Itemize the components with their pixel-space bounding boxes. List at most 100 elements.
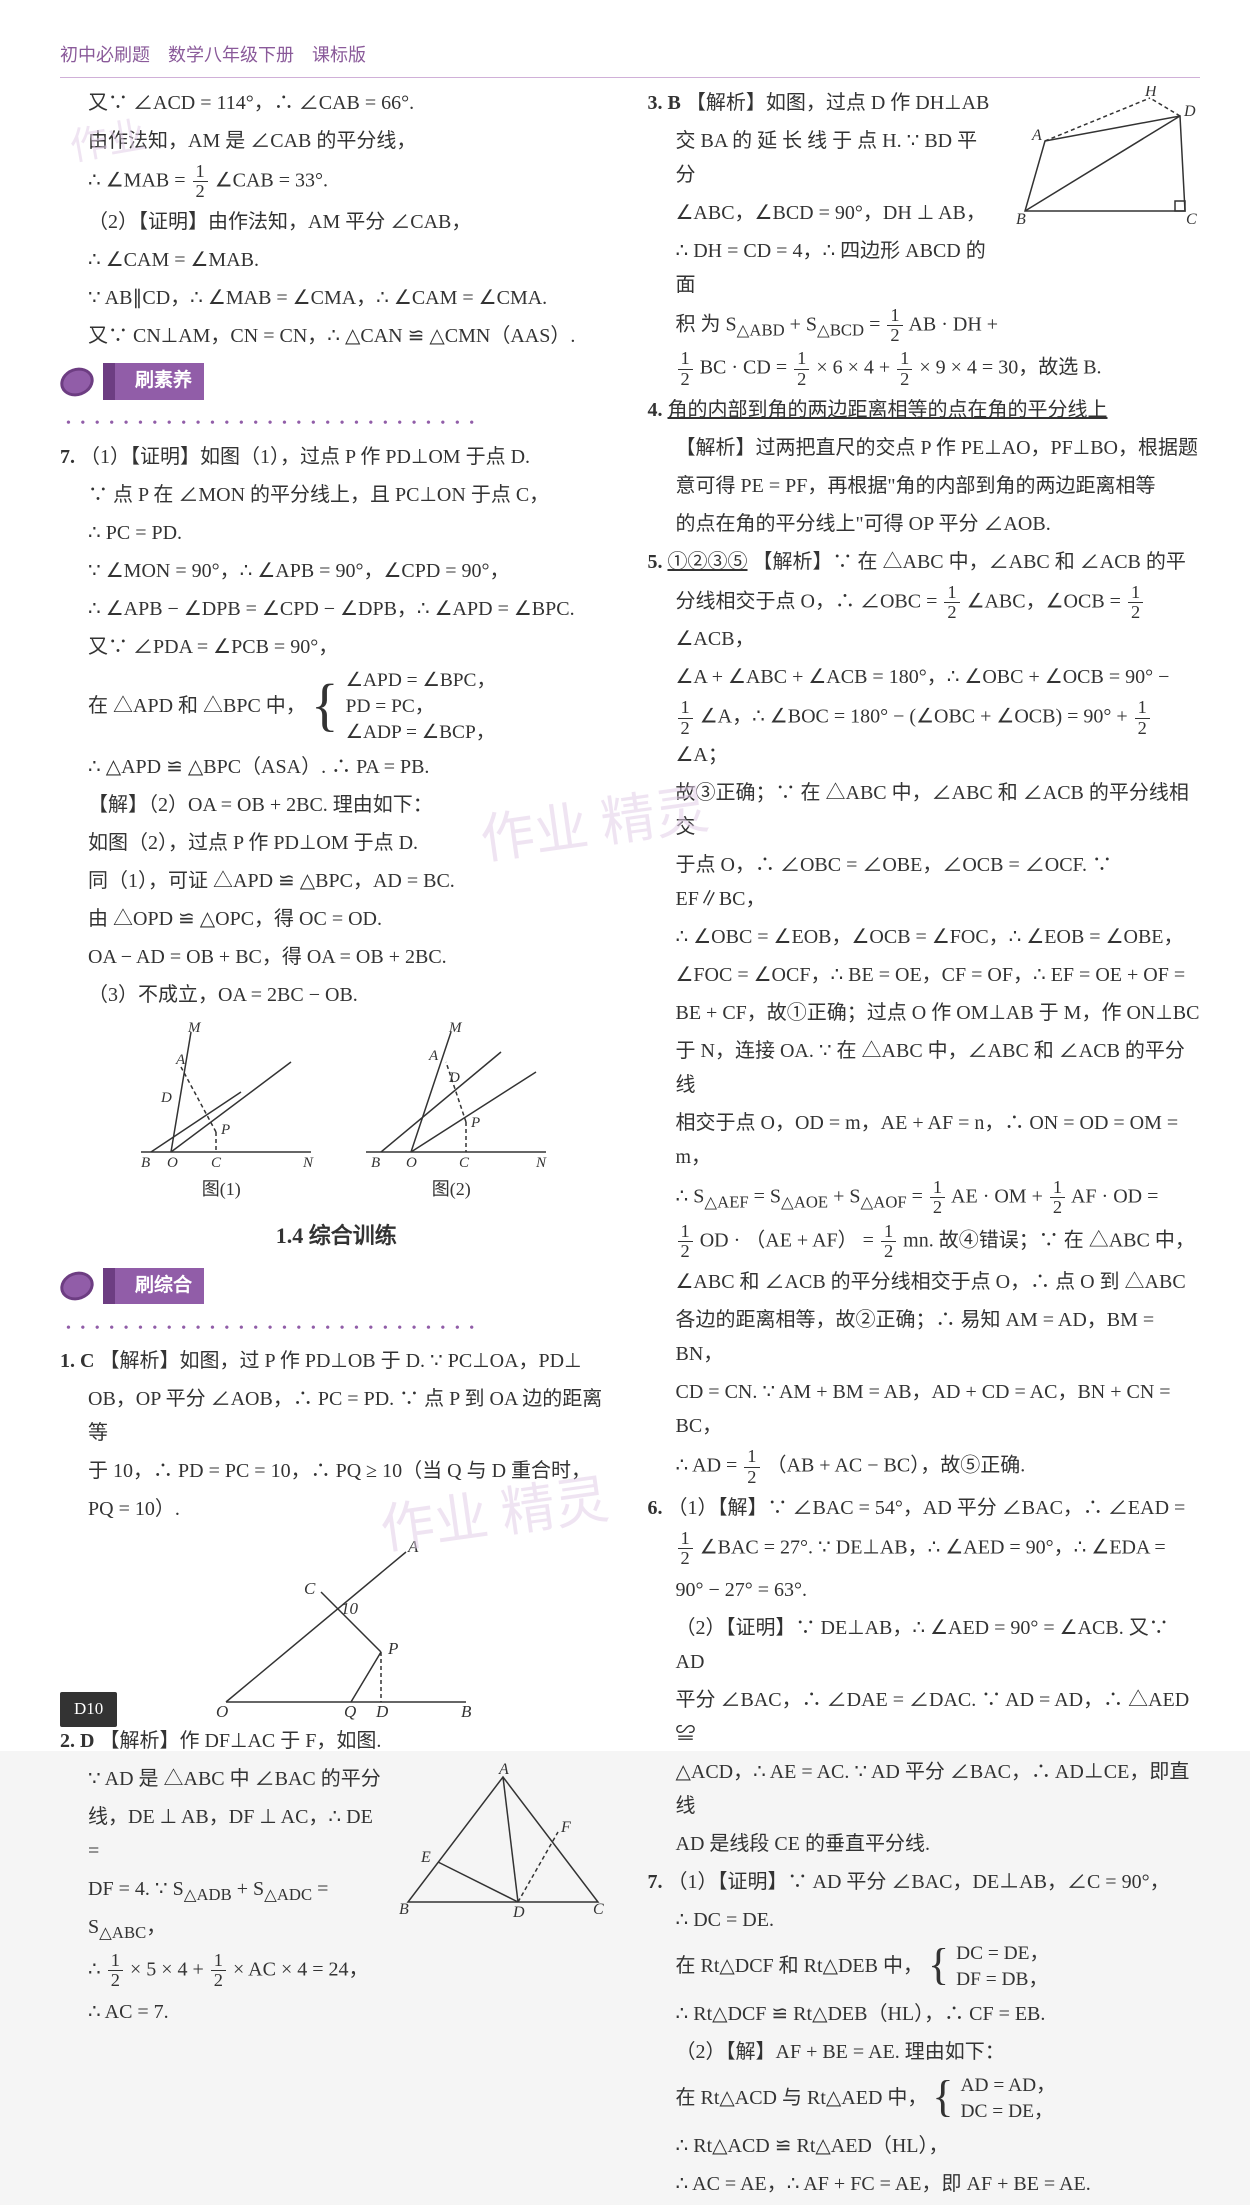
svg-text:C: C <box>1186 211 1197 226</box>
fig7-2-svg: MA DP BO CN <box>351 1022 551 1172</box>
frac-half-1: 12 <box>193 162 208 202</box>
q6-a: （1）【解】∵ ∠BAC = 54°，AD 平分 ∠BAC，∴ ∠EAD = <box>668 1497 1186 1519</box>
q7r-e: （2）【解】AF + BE = AE. 理由如下： <box>648 2035 1201 2069</box>
section-title: 1.4 综合训练 <box>60 1217 613 1254</box>
svg-text:A: A <box>407 1537 419 1556</box>
svg-text:N: N <box>535 1155 547 1171</box>
q1-b: OB，OP 平分 ∠AOB，∴ PC = PD. ∵ 点 P 到 OA 边的距离… <box>60 1382 613 1450</box>
q5-a: 【解析】∵ 在 △ABC 中，∠ABC 和 ∠ACB 的平 <box>753 551 1186 573</box>
dots-1: • • • • • • • • • • • • • • • • • • • • … <box>66 412 477 436</box>
q1: 1. C 【解析】如图，过 P 作 PD⊥OB 于 D. ∵ PC⊥OA，PD⊥ <box>60 1344 613 1378</box>
dots-2: • • • • • • • • • • • • • • • • • • • • … <box>66 1317 477 1341</box>
q2d-pre: DF = 4. ∵ S <box>88 1878 184 1900</box>
q7-num: 7. <box>60 446 75 468</box>
q5-e2: ∴ ∠OBC = ∠EOB，∠OCB = ∠FOC，∴ ∠EOB = ∠OBE， <box>648 920 1201 954</box>
svg-text:F: F <box>560 1819 571 1836</box>
tag-suyang: 刷素养 <box>103 363 204 399</box>
frac-half-q5a: 12 <box>944 583 959 623</box>
q7-brace: 在 △APD 和 △BPC 中， { ∠APD = ∠BPC， PD = PC，… <box>60 668 613 747</box>
q5f-m1: = S <box>749 1186 781 1208</box>
q2d-s1: △ADB <box>184 1885 232 1904</box>
q3-c: ∠ABC，∠BCD = 90°，DH ⊥ AB， <box>648 196 1003 230</box>
tag-suyang-row: 刷素养 • • • • • • • • • • • • • • • • • • … <box>60 357 613 439</box>
q4-num: 4. <box>648 399 663 421</box>
figQ3-svg: HA DB C <box>1010 86 1200 226</box>
svg-text:B: B <box>1016 211 1026 226</box>
intro-eq1-pre: ∴ ∠MAB = <box>88 169 186 191</box>
q5f-post: AF · OD = <box>1071 1186 1158 1208</box>
q3-label: 3. B <box>648 92 681 114</box>
q5f-s2: △AOE <box>781 1193 828 1212</box>
q7-brace-l3: ∠ADP = ∠BCP， <box>346 722 496 743</box>
q3-b: 交 BA 的 延 长 线 于 点 H. ∵ BD 平 分 <box>648 124 1003 192</box>
q4-b2: 的点在角的平分线上"可得 OP 平分 ∠AOB. <box>648 507 1201 541</box>
q5f-s1: △AEF <box>704 1193 748 1212</box>
q7-a5: 又∵ ∠PDA = ∠PCB = 90°， <box>60 630 613 664</box>
q5-e6: 相交于点 O，OD = m，AE + AF = n，∴ ON = OD = OM… <box>648 1106 1201 1174</box>
q3-f: 12 BC · CD = 12 × 6 × 4 + 12 × 9 × 4 = 3… <box>648 349 1201 389</box>
q7r-b: ∴ DC = DE. <box>648 1903 1201 1937</box>
q6b-mid: ∠BAC = 27°. ∵ DE⊥AB，∴ ∠AED = 90°，∴ ∠EDA … <box>700 1536 1166 1558</box>
q2e-post: × AC × 4 = 24， <box>233 1958 369 1980</box>
q2-text: ∵ AD 是 △ABC 中 ∠BAC 的平分 线，DE ⊥ AB，DF ⊥ AC… <box>60 1762 383 2032</box>
frac-half-q5g: 12 <box>678 1222 693 1262</box>
svg-text:Q: Q <box>344 1702 356 1721</box>
frac-half-q6: 12 <box>678 1529 693 1569</box>
q3: 3. B 【解析】如图，过点 D 作 DH⊥AB <box>648 86 1003 120</box>
q4: 4. 角的内部到角的两边距离相等的点在角的平分线上 <box>648 393 1201 427</box>
fig7-2-cap: 图(2) <box>351 1174 551 1205</box>
svg-text:C: C <box>211 1155 222 1171</box>
q3-d: ∴ DH = CD = 4，∴ 四边形 ABCD 的面 <box>648 234 1003 302</box>
book-header: 初中必刷题 数学八年级下册 课标版 <box>60 40 1200 78</box>
svg-text:10: 10 <box>341 1599 359 1618</box>
q2-row: ∵ AD 是 △ABC 中 ∠BAC 的平分 线，DE ⊥ AB，DF ⊥ AC… <box>60 1762 613 2032</box>
brace-glyph-2: { <box>928 1945 949 1985</box>
q4-ans: 角的内部到角的两边距离相等的点在角的平分线上 <box>668 399 1108 421</box>
q5b-post: ∠ACB， <box>676 628 755 650</box>
q7r-d: ∴ Rt△DCF ≌ Rt△DEB（HL），∴ CF = EB. <box>648 1997 1201 2031</box>
q5-e5: 于 N，连接 OA. ∵ 在 △ABC 中，∠ABC 和 ∠ACB 的平分线 <box>648 1034 1201 1102</box>
q7r: 7. （1）【证明】∵ AD 平分 ∠BAC，DE⊥AB，∠C = 90°， <box>648 1865 1201 1899</box>
frac-half-q5c: 12 <box>678 698 693 738</box>
q6: 6. （1）【解】∵ ∠BAC = 54°，AD 平分 ∠BAC，∴ ∠EAD … <box>648 1491 1201 1525</box>
q3e-abdh: AB · DH + <box>908 313 998 335</box>
q2-b: ∵ AD 是 △ABC 中 ∠BAC 的平分 <box>60 1762 383 1796</box>
svg-text:C: C <box>304 1579 316 1598</box>
q7r-c: 在 Rt△DCF 和 Rt△DEB 中， { DC = DE， DF = DB， <box>648 1941 1201 1993</box>
q1-label: 1. C <box>60 1350 94 1372</box>
q7-a0: （1）【证明】如图（1），过点 P 作 PD⊥OM 于点 D. <box>80 446 530 468</box>
right-column: 3. B 【解析】如图，过点 D 作 DH⊥AB 交 BA 的 延 长 线 于 … <box>648 86 1201 2205</box>
q2d-end: ， <box>146 1916 166 1938</box>
q7-b2: 如图（2），过点 P 作 PD⊥OM 于点 D. <box>60 826 613 860</box>
two-column-layout: 又∵ ∠ACD = 114°，∴ ∠CAB = 66°. 由作法知，AM 是 ∠… <box>60 86 1200 2205</box>
q2e-mid: × 5 × 4 + <box>130 1958 209 1980</box>
svg-text:M: M <box>187 1022 202 1036</box>
q5g-m1: OD · （AE + AF） = <box>700 1229 879 1251</box>
frac-half-q5d: 12 <box>1135 698 1150 738</box>
brace-glyph-1: { <box>311 679 339 731</box>
svg-text:D: D <box>512 1904 525 1921</box>
svg-text:O: O <box>167 1155 178 1171</box>
svg-text:D: D <box>1183 103 1196 120</box>
q7-a2: ∴ PC = PD. <box>60 516 613 550</box>
pill-icon-2 <box>56 1267 98 1305</box>
intro-eq-1: ∴ ∠MAB = 12 ∠CAB = 33°. <box>60 162 613 202</box>
q7-b4: 由 △OPD ≌ △OPC，得 OC = OD. <box>60 902 613 936</box>
q2d-mid: + S <box>232 1878 264 1900</box>
svg-text:N: N <box>302 1155 314 1171</box>
q5-g: 12 OD · （AE + AF） = 12 mn. 故④错误；∵ 在 △ABC… <box>648 1222 1201 1262</box>
q3-a: 【解析】如图，过点 D 作 DH⊥AB <box>686 92 990 114</box>
tag-zonghe: 刷综合 <box>103 1268 204 1304</box>
q3e-pre: 积 为 S <box>676 313 737 335</box>
q5-h1: 各边的距离相等，故②正确；∴ 易知 AM = AD，BM = BN， <box>648 1303 1201 1371</box>
tag-zonghe-row: 刷综合 • • • • • • • • • • • • • • • • • • … <box>60 1262 613 1344</box>
intro-line-1: 又∵ ∠ACD = 114°，∴ ∠CAB = 66°. <box>60 86 613 120</box>
svg-text:D: D <box>448 1070 460 1086</box>
q5-d: 12 ∠A，∴ ∠BOC = 180° − (∠OBC + ∠OCB) = 90… <box>648 698 1201 772</box>
brace-body-2: DC = DE， DF = DB， <box>956 1941 1049 1993</box>
q5-e0: 故③正确；∵ 在 △ABC 中，∠ABC 和 ∠ACB 的平分线相交 <box>648 776 1201 844</box>
q1-a: 【解析】如图，过 P 作 PD⊥OB 于 D. ∵ PC⊥OA，PD⊥ <box>99 1350 581 1372</box>
fig7-2-wrap: MA DP BO CN 图(2) <box>351 1016 551 1205</box>
q7rf-intro: 在 Rt△ACD 与 Rt△AED 中， <box>676 2087 928 2109</box>
svg-text:A: A <box>498 1762 509 1778</box>
